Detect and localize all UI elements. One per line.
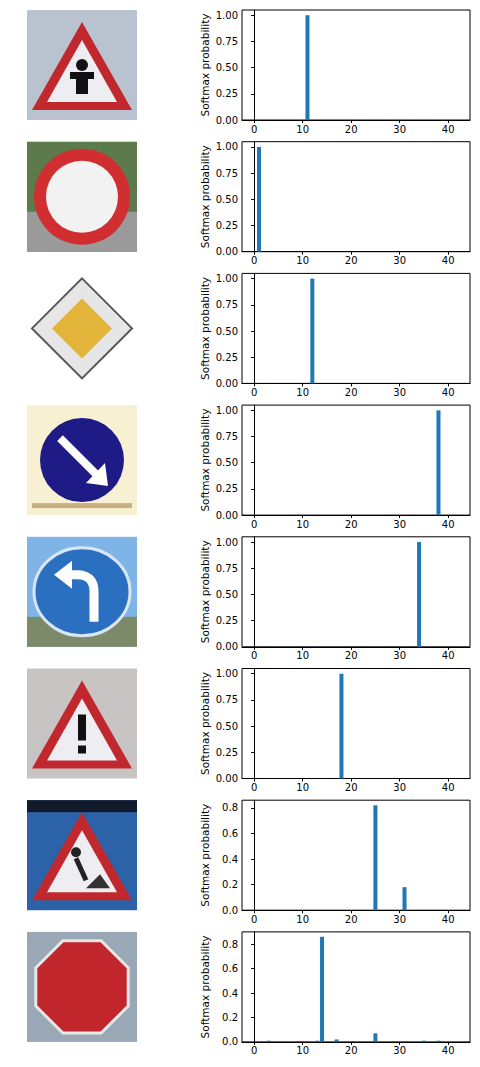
svg-text:0.4: 0.4	[222, 854, 238, 865]
svg-text:30: 30	[393, 124, 406, 135]
svg-text:10: 10	[296, 914, 309, 925]
svg-text:0.50: 0.50	[216, 457, 238, 468]
svg-text:20: 20	[345, 914, 358, 925]
svg-text:1.00: 1.00	[216, 405, 238, 416]
svg-text:0.2: 0.2	[222, 879, 238, 890]
svg-text:10: 10	[296, 519, 309, 530]
svg-text:40: 40	[442, 387, 455, 398]
svg-text:0.25: 0.25	[216, 352, 238, 363]
svg-text:0.75: 0.75	[216, 694, 238, 705]
svg-text:0.00: 0.00	[216, 641, 238, 652]
svg-text:1.00: 1.00	[216, 273, 238, 284]
svg-text:0.6: 0.6	[222, 828, 238, 839]
svg-text:0.6: 0.6	[222, 963, 238, 974]
svg-text:0.50: 0.50	[216, 326, 238, 337]
svg-text:0.50: 0.50	[216, 589, 238, 600]
svg-text:0: 0	[251, 650, 257, 661]
svg-text:0.25: 0.25	[216, 615, 238, 626]
svg-text:10: 10	[296, 124, 309, 135]
svg-text:0.0: 0.0	[222, 1036, 238, 1047]
svg-text:30: 30	[393, 519, 406, 530]
svg-text:0.2: 0.2	[222, 1012, 238, 1023]
svg-text:30: 30	[393, 650, 406, 661]
svg-text:0.25: 0.25	[216, 220, 238, 231]
svg-text:0: 0	[251, 914, 257, 925]
svg-text:0.75: 0.75	[216, 299, 238, 310]
svg-text:0.4: 0.4	[222, 988, 238, 999]
svg-text:Softmax probability: Softmax probability	[199, 145, 211, 248]
svg-text:30: 30	[393, 1045, 406, 1056]
svg-text:Softmax probability: Softmax probability	[199, 277, 211, 380]
svg-text:40: 40	[442, 1045, 455, 1056]
svg-text:0.25: 0.25	[216, 88, 238, 99]
svg-text:0: 0	[251, 124, 257, 135]
svg-text:0.75: 0.75	[216, 563, 238, 574]
svg-text:30: 30	[393, 255, 406, 266]
svg-text:40: 40	[442, 124, 455, 135]
svg-text:40: 40	[442, 255, 455, 266]
svg-text:40: 40	[442, 782, 455, 793]
svg-text:1.00: 1.00	[216, 10, 238, 21]
svg-text:0.00: 0.00	[216, 510, 238, 521]
svg-text:20: 20	[345, 650, 358, 661]
svg-text:10: 10	[296, 782, 309, 793]
svg-text:20: 20	[345, 387, 358, 398]
svg-text:0.8: 0.8	[222, 802, 238, 813]
svg-text:0: 0	[251, 519, 257, 530]
svg-text:0.25: 0.25	[216, 747, 238, 758]
svg-text:1.00: 1.00	[216, 537, 238, 548]
svg-text:Softmax probability: Softmax probability	[199, 540, 211, 643]
svg-text:30: 30	[393, 914, 406, 925]
svg-text:20: 20	[345, 124, 358, 135]
svg-text:0.75: 0.75	[216, 431, 238, 442]
svg-text:0.75: 0.75	[216, 168, 238, 179]
svg-text:40: 40	[442, 519, 455, 530]
svg-text:0.75: 0.75	[216, 36, 238, 47]
svg-text:30: 30	[393, 387, 406, 398]
svg-text:0.50: 0.50	[216, 721, 238, 732]
svg-text:Softmax probability: Softmax probability	[199, 935, 211, 1038]
svg-text:20: 20	[345, 1045, 358, 1056]
svg-text:10: 10	[296, 1045, 309, 1056]
svg-text:Softmax probability: Softmax probability	[199, 409, 211, 512]
svg-text:1.00: 1.00	[216, 668, 238, 679]
svg-text:0.00: 0.00	[216, 378, 238, 389]
svg-text:0: 0	[251, 1045, 257, 1056]
svg-text:Softmax probability: Softmax probability	[199, 804, 211, 907]
svg-text:0.50: 0.50	[216, 194, 238, 205]
svg-text:40: 40	[442, 914, 455, 925]
svg-text:0: 0	[251, 782, 257, 793]
svg-text:0.50: 0.50	[216, 62, 238, 73]
svg-text:30: 30	[393, 782, 406, 793]
svg-text:0.8: 0.8	[222, 939, 238, 950]
svg-text:Softmax probability: Softmax probability	[199, 14, 211, 117]
svg-text:20: 20	[345, 255, 358, 266]
svg-text:0.0: 0.0	[222, 905, 238, 916]
svg-text:0: 0	[251, 387, 257, 398]
svg-text:0.00: 0.00	[216, 246, 238, 257]
svg-text:20: 20	[345, 519, 358, 530]
svg-text:10: 10	[296, 650, 309, 661]
svg-text:40: 40	[442, 650, 455, 661]
svg-text:0.00: 0.00	[216, 115, 238, 126]
svg-text:10: 10	[296, 387, 309, 398]
svg-text:0: 0	[251, 255, 257, 266]
svg-text:1.00: 1.00	[216, 141, 238, 152]
svg-text:Softmax probability: Softmax probability	[199, 672, 211, 775]
svg-text:0.00: 0.00	[216, 773, 238, 784]
svg-text:10: 10	[296, 255, 309, 266]
svg-text:0.25: 0.25	[216, 483, 238, 494]
svg-text:20: 20	[345, 782, 358, 793]
